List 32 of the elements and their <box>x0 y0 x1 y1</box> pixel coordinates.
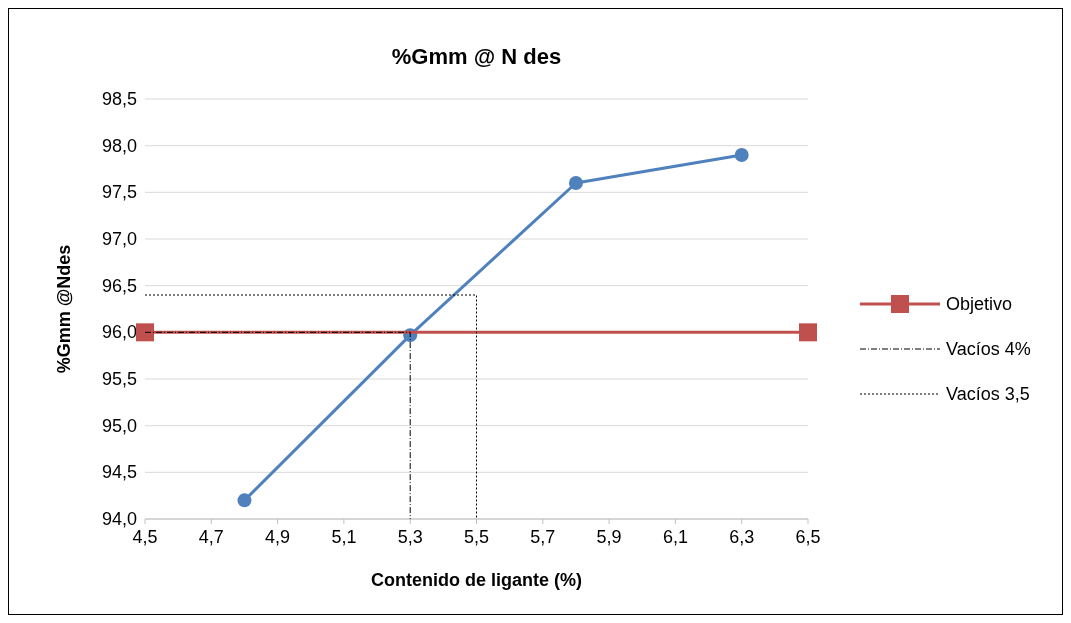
x-tick-label: 4,9 <box>265 527 291 547</box>
x-tick-label: 6,5 <box>795 527 821 547</box>
x-tick-label: 5,3 <box>397 527 423 547</box>
y-tick-label: 95,0 <box>101 415 137 436</box>
legend-label: Vacíos 3,5 <box>946 384 1030 404</box>
y-tick-label: 94,0 <box>101 509 137 529</box>
y-tick-label: 98,0 <box>101 135 137 156</box>
legend-label: Objetivo <box>946 294 1013 314</box>
x-tick-label: 4,5 <box>132 527 158 547</box>
legend-label: Vacíos 4% <box>946 339 1031 359</box>
x-tick-label: 5,1 <box>331 527 357 547</box>
x-tick-label: 5,9 <box>596 527 622 547</box>
x-tick-label: 6,3 <box>729 527 755 547</box>
y-tick-label: 95,5 <box>101 369 137 389</box>
x-tick-label: 5,7 <box>530 527 556 547</box>
y-tick-label: 94,5 <box>101 462 137 483</box>
x-tick-label: 6,1 <box>662 527 688 547</box>
y-tick-label: 97,5 <box>101 182 137 203</box>
point <box>734 148 749 162</box>
x-tick-label: 4,7 <box>198 527 224 547</box>
x-tick-label: 5,5 <box>463 527 490 547</box>
y-tick-label: 97,0 <box>101 229 137 249</box>
y-tick-label: 96,5 <box>101 275 137 296</box>
chart-title: %Gmm @ N des <box>391 44 562 69</box>
point <box>568 176 583 190</box>
x-axis-title: Contenido de ligante (%) <box>371 570 582 590</box>
y-axis-title: %Gmm @Ndes <box>54 244 74 374</box>
y-tick-label: 96,0 <box>101 322 137 343</box>
point <box>136 323 154 342</box>
point <box>237 493 252 508</box>
y-tick-label: 98,5 <box>101 89 137 109</box>
point <box>799 323 817 342</box>
